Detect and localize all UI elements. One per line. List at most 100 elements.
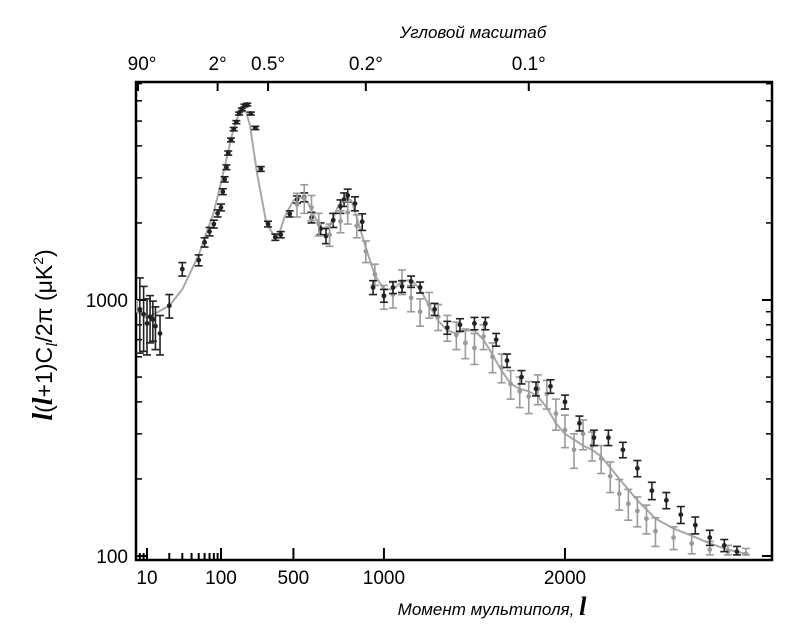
ylabel-p3: /2π (μK xyxy=(31,264,57,342)
ylabel-sub: l xyxy=(44,342,61,347)
ylabel-sup: 2 xyxy=(30,257,46,265)
data-point xyxy=(517,388,523,394)
data-point xyxy=(236,111,242,116)
data-point xyxy=(207,229,212,235)
data-point xyxy=(482,321,488,326)
data-point xyxy=(354,223,360,229)
data-point xyxy=(562,427,568,433)
data-point xyxy=(533,386,539,392)
data-point xyxy=(644,516,649,521)
top-tick-labels: 90° 2° 0.5° 0.2° 0.1° xyxy=(128,54,546,75)
data-series-gray xyxy=(293,183,750,557)
data-point xyxy=(153,323,158,329)
data-point xyxy=(287,211,293,217)
data-point xyxy=(408,295,414,301)
data-point xyxy=(272,234,278,240)
data-point xyxy=(244,102,250,107)
data-point xyxy=(248,111,254,116)
x-axis-ticks xyxy=(138,548,566,560)
y-tick-labels: 100 1000 xyxy=(86,291,128,568)
data-point xyxy=(258,166,264,172)
data-point xyxy=(363,248,369,254)
x-axis-title: Момент мультиполя, l xyxy=(398,592,587,621)
data-point xyxy=(634,508,640,514)
top-tick-label: 0.1° xyxy=(512,54,546,75)
data-point xyxy=(591,435,597,441)
top-axis-title: Угловой масштаб xyxy=(399,23,548,42)
data-point xyxy=(743,551,749,557)
data-point xyxy=(571,447,577,453)
data-point xyxy=(220,189,226,195)
y-tick-label: 100 xyxy=(96,547,128,568)
data-point xyxy=(606,435,611,441)
top-tick-label: 90° xyxy=(128,54,157,75)
data-point xyxy=(137,306,143,312)
data-points-layer xyxy=(135,102,750,557)
data-point xyxy=(526,394,532,399)
data-point xyxy=(345,209,351,215)
x-axis-title-text: Момент мультиполя, xyxy=(398,600,579,619)
data-point xyxy=(472,321,477,326)
data-point xyxy=(689,541,695,546)
ylabel-l1: l xyxy=(28,413,59,421)
data-point xyxy=(663,497,669,503)
data-point xyxy=(239,107,245,112)
data-point xyxy=(359,219,365,225)
data-point xyxy=(157,331,163,336)
data-point xyxy=(453,332,459,338)
data-point xyxy=(598,456,604,462)
data-point xyxy=(577,420,582,426)
data-point xyxy=(493,337,499,343)
data-point xyxy=(330,217,336,223)
data-point xyxy=(580,431,586,437)
y-axis-ticks xyxy=(136,82,772,557)
data-point xyxy=(462,340,468,346)
x-tick-label: 1000 xyxy=(363,568,405,589)
data-point xyxy=(252,125,258,131)
data-point xyxy=(481,334,486,339)
data-point xyxy=(734,549,740,555)
data-point xyxy=(372,271,378,277)
data-point xyxy=(504,358,510,363)
data-point xyxy=(215,210,221,216)
data-point xyxy=(224,164,229,170)
data-point xyxy=(671,535,676,540)
data-point xyxy=(417,285,423,290)
data-point xyxy=(548,383,553,389)
data-point xyxy=(499,365,505,370)
data-point xyxy=(179,266,185,272)
data-point xyxy=(228,137,234,143)
data-point xyxy=(707,535,713,540)
data-point xyxy=(294,202,300,207)
data-point xyxy=(432,306,438,312)
data-point xyxy=(508,381,514,387)
data-point xyxy=(316,221,322,227)
data-point xyxy=(444,325,450,331)
x-tick-label: 500 xyxy=(278,568,310,589)
data-point xyxy=(607,473,613,479)
data-point xyxy=(141,311,147,317)
data-point xyxy=(233,119,239,125)
data-point xyxy=(196,257,202,263)
data-point xyxy=(231,126,237,132)
data-point xyxy=(211,221,217,227)
data-point xyxy=(490,354,495,360)
data-point xyxy=(707,547,713,552)
data-point xyxy=(562,399,568,405)
data-point xyxy=(352,201,358,206)
data-point xyxy=(692,522,698,528)
y-axis-title: l(l+1)Cl/2π (μK2) xyxy=(28,249,61,420)
data-point xyxy=(721,543,727,548)
data-point xyxy=(426,302,432,307)
data-point xyxy=(519,374,524,380)
data-point xyxy=(653,528,658,534)
data-point xyxy=(301,195,307,201)
data-point xyxy=(150,316,156,322)
data-point xyxy=(417,309,423,315)
data-point xyxy=(390,285,396,290)
data-point xyxy=(218,204,224,210)
ylabel-p4: ) xyxy=(31,249,57,257)
ylabel-p2: +1)C xyxy=(31,347,57,398)
top-axis-ticks xyxy=(137,82,530,91)
